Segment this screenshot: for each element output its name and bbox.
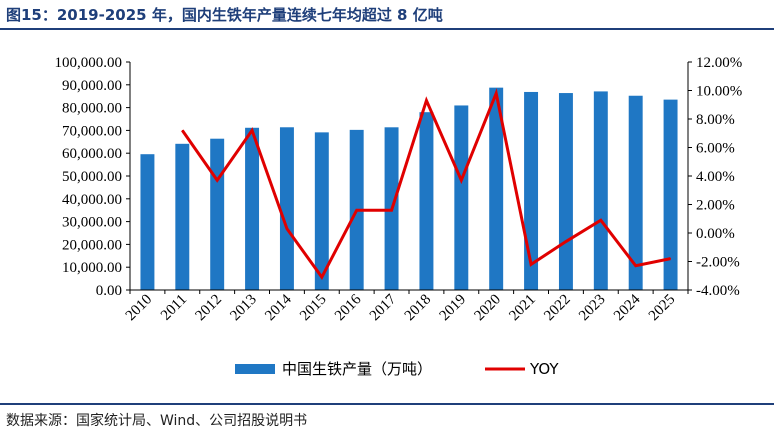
x-tick-label: 2017 bbox=[367, 291, 400, 324]
yoy-point bbox=[425, 99, 427, 101]
bar bbox=[245, 127, 260, 290]
bar bbox=[175, 143, 190, 290]
x-tick-label: 2023 bbox=[576, 292, 609, 325]
x-tick-label: 2012 bbox=[192, 292, 225, 325]
left-tick-label: 70,000.00 bbox=[62, 123, 122, 139]
right-tick-label: -4.00% bbox=[696, 283, 740, 299]
yoy-point bbox=[286, 228, 288, 230]
yoy-point bbox=[251, 129, 253, 131]
x-tick-label: 2020 bbox=[471, 292, 504, 325]
left-tick-label: 10,000.00 bbox=[62, 260, 122, 276]
x-tick-label: 2010 bbox=[123, 292, 156, 325]
bar bbox=[663, 99, 678, 291]
yoy-point bbox=[635, 265, 637, 267]
bar-series bbox=[140, 87, 678, 291]
yoy-point bbox=[391, 209, 393, 211]
left-tick-label: 50,000.00 bbox=[62, 169, 122, 185]
footer-divider bbox=[0, 403, 774, 405]
bar bbox=[279, 127, 294, 290]
yoy-point bbox=[565, 241, 567, 243]
x-tick-label: 2019 bbox=[437, 292, 470, 325]
yoy-point bbox=[670, 258, 672, 260]
left-tick-label: 90,000.00 bbox=[62, 78, 122, 94]
chart: 0.00 10,000.00 20,000.00 30,000.00 40,000.00… bbox=[55, 55, 743, 378]
right-tick-label: 4.00% bbox=[696, 169, 735, 185]
chart-title: 图15：2019-2025 年，国内生铁年产量连续七年均超过 8 亿吨 bbox=[6, 6, 443, 24]
bar bbox=[489, 87, 504, 291]
right-tick-label: 8.00% bbox=[696, 112, 735, 128]
x-tick-label: 2015 bbox=[297, 292, 330, 325]
legend-swatch-production bbox=[235, 364, 275, 374]
yoy-point bbox=[216, 179, 218, 181]
bar bbox=[593, 91, 608, 290]
left-tick-label: 30,000.00 bbox=[62, 215, 122, 231]
x-tick-label: 2016 bbox=[332, 291, 365, 324]
x-tick-label: 2022 bbox=[541, 292, 574, 325]
yoy-point bbox=[530, 263, 532, 265]
yoy-series bbox=[181, 88, 672, 281]
right-tick-label: 12.00% bbox=[696, 55, 742, 71]
x-tick-label: 2013 bbox=[227, 292, 260, 325]
x-tick-label: 2024 bbox=[611, 291, 644, 324]
left-tick-label: 80,000.00 bbox=[62, 101, 122, 117]
yoy-point bbox=[356, 209, 358, 211]
left-tick-label: 0.00 bbox=[96, 283, 122, 299]
bar bbox=[628, 95, 643, 290]
x-tick-label: 2018 bbox=[402, 292, 435, 325]
bar bbox=[210, 138, 225, 290]
right-tick-label: 0.00% bbox=[696, 226, 735, 242]
legend-label-production: 中国生铁产量（万吨） bbox=[282, 360, 432, 378]
x-axis: 2010 2011 2012 2013 2014 2015 2016 2017 2018 2019… bbox=[123, 289, 689, 325]
left-axis: 0.00 10,000.00 20,000.00 30,000.00 40,000.00… bbox=[55, 55, 131, 299]
bar bbox=[314, 132, 329, 290]
source-note: 数据来源：国家统计局、Wind、公司招股说明书 bbox=[6, 413, 308, 429]
left-tick-label: 100,000.00 bbox=[55, 55, 123, 71]
left-tick-label: 60,000.00 bbox=[62, 146, 122, 162]
right-tick-label: 6.00% bbox=[696, 141, 735, 157]
bar bbox=[558, 93, 573, 291]
left-tick-label: 20,000.00 bbox=[62, 237, 122, 253]
yoy-point bbox=[181, 129, 183, 131]
yoy-point bbox=[321, 276, 323, 278]
bar bbox=[140, 154, 155, 290]
x-tick-label: 2025 bbox=[646, 292, 679, 325]
legend: 中国生铁产量（万吨） YOY bbox=[235, 360, 559, 378]
yoy-point bbox=[600, 219, 602, 221]
x-tick-label: 2011 bbox=[158, 292, 190, 324]
right-axis: -4.00% -2.00% 0.00% 2.00% 4.00% 6.00% 8.00% 10.… bbox=[687, 55, 742, 299]
title-divider bbox=[0, 28, 774, 30]
legend-label-yoy: YOY bbox=[529, 360, 559, 378]
yoy-point bbox=[495, 92, 497, 94]
bar bbox=[454, 105, 469, 290]
right-tick-label: -2.00% bbox=[696, 255, 740, 271]
right-tick-label: 10.00% bbox=[696, 84, 742, 100]
right-tick-label: 2.00% bbox=[696, 198, 735, 214]
x-tick-label: 2021 bbox=[506, 292, 539, 325]
bar bbox=[419, 112, 434, 290]
yoy-point bbox=[460, 179, 462, 181]
x-tick-label: 2014 bbox=[262, 291, 295, 324]
left-tick-label: 40,000.00 bbox=[62, 192, 122, 208]
